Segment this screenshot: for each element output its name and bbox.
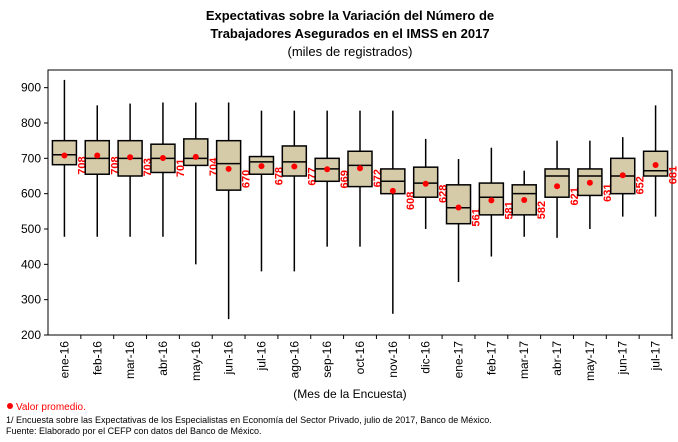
x-axis-label: (Mes de la Encuesta) (293, 387, 406, 401)
note: Fuente: Elaborado por el CEFP con datos … (6, 426, 262, 436)
box (445, 184, 472, 225)
y-tick-label: 200 (21, 328, 41, 342)
x-tick-label: jun-16 (222, 341, 236, 376)
chart-title: Trabajadores Asegurados en el IMSS en 20… (210, 26, 489, 41)
x-tick-label: oct-16 (353, 341, 367, 375)
mean-marker (586, 179, 593, 186)
x-tick-label: jul-17 (649, 341, 663, 372)
mean-marker (258, 163, 265, 170)
mean-marker (61, 152, 68, 159)
mean-marker (389, 187, 396, 194)
mean-marker (455, 204, 462, 211)
x-tick-label: may-17 (583, 341, 597, 381)
chart-subtitle: (miles de registrados) (288, 44, 413, 59)
x-tick-label: ene-16 (57, 341, 71, 379)
y-tick-label: 300 (21, 293, 41, 307)
mean-marker (488, 197, 495, 204)
mean-marker (291, 163, 298, 170)
x-tick-label: sep-16 (320, 341, 334, 378)
x-tick-label: ene-17 (452, 341, 466, 379)
mean-marker (619, 172, 626, 179)
x-tick-label: abr-17 (550, 341, 564, 376)
box (544, 168, 570, 198)
y-tick-label: 800 (21, 116, 41, 130)
box (183, 138, 209, 167)
x-tick-label: may-16 (189, 341, 203, 381)
data-label: 681 (668, 166, 678, 184)
mean-marker (521, 197, 528, 204)
mean-marker (324, 166, 331, 173)
y-tick-label: 400 (21, 257, 41, 271)
mean-marker (159, 154, 166, 161)
x-tick-label: feb-16 (90, 341, 104, 375)
x-tick-label: abr-16 (156, 341, 170, 376)
x-tick-label: ago-16 (287, 341, 301, 379)
note: 1/ Encuesta sobre las Expectativas de lo… (6, 415, 492, 425)
data-label: 582 (536, 201, 548, 219)
x-tick-label: jul-16 (254, 341, 268, 372)
legend-label: Valor promedio. (16, 402, 86, 413)
y-tick-label: 600 (21, 187, 41, 201)
box (215, 139, 242, 191)
x-tick-label: feb-17 (484, 341, 498, 375)
y-tick-label: 900 (21, 81, 41, 95)
mean-marker (127, 154, 134, 161)
mean-marker (652, 162, 659, 169)
x-tick-label: mar-16 (123, 341, 137, 379)
x-tick-label: mar-17 (517, 341, 531, 379)
chart-title: Expectativas sobre la Variación del Núme… (206, 8, 494, 23)
box (642, 150, 669, 177)
legend-marker (7, 403, 13, 409)
plot-frame (47, 69, 673, 336)
mean-marker (94, 152, 101, 159)
mean-marker (422, 180, 429, 187)
mean-marker (192, 153, 199, 160)
x-tick-label: jun-17 (616, 341, 630, 376)
box (281, 145, 308, 177)
mean-marker (225, 165, 232, 172)
mean-marker (357, 165, 363, 172)
y-tick-label: 500 (21, 222, 41, 236)
mean-marker (554, 183, 561, 190)
data-label: 652 (635, 176, 647, 194)
x-tick-label: nov-16 (386, 341, 400, 378)
x-tick-label: dic-16 (419, 341, 433, 374)
y-tick-label: 700 (21, 151, 41, 165)
